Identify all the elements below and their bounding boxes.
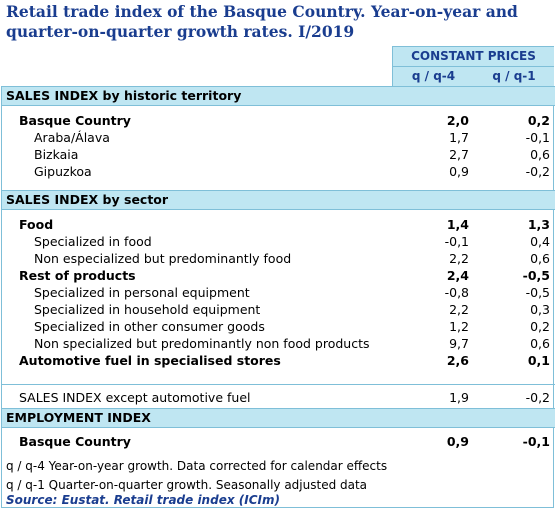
value-qoq: -0,5: [525, 285, 550, 300]
table-row: Bizkaia 2,7 0,6: [2, 146, 555, 163]
row-label: Basque Country: [19, 434, 131, 449]
table-row: Araba/Álava 1,7 -0,1: [2, 129, 555, 146]
row-label: Specialized in other consumer goods: [34, 319, 265, 334]
value-yoy: 2,6: [446, 353, 469, 368]
value-yoy: -0,1: [444, 234, 469, 249]
header-constant-prices: CONSTANT PRICES: [392, 46, 554, 66]
value-yoy: 1,9: [449, 390, 469, 405]
row-label: Specialized in household equipment: [34, 302, 261, 317]
value-qoq: -0,2: [525, 164, 550, 179]
table-row: Gipuzkoa 0,9 -0,2: [2, 163, 555, 180]
value-yoy: 9,7: [449, 336, 469, 351]
table-row: Non specialized but predominantly non fo…: [2, 335, 555, 352]
value-yoy: 1,4: [446, 217, 469, 232]
row-label: SALES INDEX except automotive fuel: [19, 390, 251, 405]
table-row: Non especialized but predominantly food …: [2, 250, 555, 267]
row-label: Rest of products: [19, 268, 136, 283]
table-row: Specialized in personal equipment -0,8 -…: [2, 284, 555, 301]
value-qoq: -0,1: [525, 130, 550, 145]
value-yoy: -0,8: [444, 285, 469, 300]
note-yoy: q / q-4 Year-on-year growth. Data correc…: [6, 459, 388, 473]
table-row: Food 1,4 1,3: [2, 216, 555, 233]
value-yoy: 2,0: [446, 113, 469, 128]
value-qoq: -0,5: [522, 268, 550, 283]
value-yoy: 2,7: [449, 147, 469, 162]
section-territory: SALES INDEX by historic territory: [2, 86, 555, 106]
value-qoq: -0,2: [525, 390, 550, 405]
value-qoq: -0,1: [522, 434, 550, 449]
value-qoq: 1,3: [527, 217, 550, 232]
value-qoq: 0,2: [530, 319, 550, 334]
value-yoy: 0,9: [446, 434, 469, 449]
value-qoq: 0,6: [530, 251, 550, 266]
title-line-2: quarter-on-quarter growth rates. I/2019: [6, 22, 355, 41]
value-qoq: 0,1: [527, 353, 550, 368]
value-qoq: 0,6: [530, 336, 550, 351]
value-qoq: 0,2: [527, 113, 550, 128]
value-qoq: 0,6: [530, 147, 550, 162]
retail-index-table: CONSTANT PRICES q / q-4 q / q-1 SALES IN…: [1, 46, 555, 508]
header-col-yoy: q / q-4: [392, 66, 474, 86]
value-qoq: 0,3: [530, 302, 550, 317]
section-sector: SALES INDEX by sector: [2, 190, 555, 210]
table-row: Basque Country 2,0 0,2: [2, 112, 555, 129]
page-title: Retail trade index of the Basque Country…: [6, 2, 554, 42]
header-col-qoq: q / q-1: [474, 66, 554, 86]
table-row: Specialized in food -0,1 0,4: [2, 233, 555, 250]
table-row: Specialized in other consumer goods 1,2 …: [2, 318, 555, 335]
section-employment: EMPLOYMENT INDEX: [2, 408, 555, 428]
table-row: Specialized in household equipment 2,2 0…: [2, 301, 555, 318]
table-row: SALES INDEX except automotive fuel 1,9 -…: [2, 384, 555, 410]
table-row: Rest of products 2,4 -0,5: [2, 267, 555, 284]
row-label: Gipuzkoa: [34, 164, 92, 179]
table-frame: SALES INDEX by historic territory Basque…: [1, 86, 555, 507]
title-line-1: Retail trade index of the Basque Country…: [6, 2, 518, 21]
row-label: Food: [19, 217, 54, 232]
note-qoq: q / q-1 Quarter-on-quarter growth. Seaso…: [6, 478, 368, 492]
value-qoq: 0,4: [530, 234, 550, 249]
row-label: Automotive fuel in specialised stores: [19, 353, 281, 368]
row-label: Araba/Álava: [34, 130, 110, 145]
row-label: Non especialized but predominantly food: [34, 251, 292, 266]
value-yoy: 2,4: [446, 268, 469, 283]
value-yoy: 1,7: [449, 130, 469, 145]
value-yoy: 0,9: [449, 164, 469, 179]
row-label: Basque Country: [19, 113, 131, 128]
value-yoy: 2,2: [449, 302, 469, 317]
source-note: Source: Eustat. Retail trade index (ICIm…: [6, 493, 280, 507]
value-yoy: 2,2: [449, 251, 469, 266]
row-label: Bizkaia: [34, 147, 79, 162]
row-label: Non specialized but predominantly non fo…: [34, 336, 370, 351]
table-row: Basque Country 0,9 -0,1: [2, 433, 555, 450]
row-label: Specialized in food: [34, 234, 152, 249]
value-yoy: 1,2: [449, 319, 469, 334]
row-label: Specialized in personal equipment: [34, 285, 250, 300]
table-row: Automotive fuel in specialised stores 2,…: [2, 352, 555, 369]
